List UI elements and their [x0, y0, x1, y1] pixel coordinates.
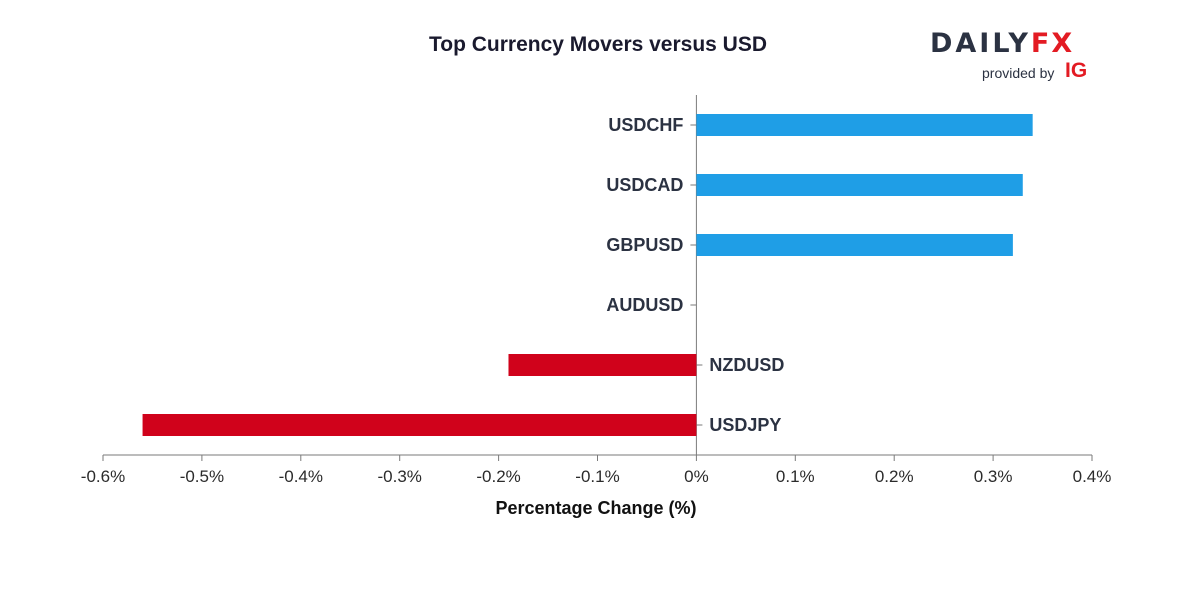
- bar-nzdusd: [508, 354, 697, 376]
- bar-usdcad: [696, 174, 1023, 196]
- x-tick-label: 0%: [684, 467, 709, 486]
- category-label-gbpusd: GBPUSD: [606, 235, 683, 255]
- chart-title: Top Currency Movers versus USD: [428, 33, 768, 56]
- logo-wordmark: DAILYFX: [930, 28, 1074, 59]
- logo-provided-by: provided by: [982, 65, 1055, 81]
- x-tick-label: 0.2%: [875, 467, 914, 486]
- x-tick-label: -0.2%: [476, 467, 520, 486]
- x-tick-label: 0.1%: [776, 467, 815, 486]
- category-label-layer: USDCHF USDCAD GBPUSD AUDUSD NZDUSD USDJPY: [606, 115, 784, 435]
- x-tick-label: 0.4%: [1073, 467, 1112, 486]
- x-tick-label: -0.5%: [180, 467, 224, 486]
- category-label-audusd: AUDUSD: [606, 295, 683, 315]
- x-tick-label: -0.6%: [81, 467, 125, 486]
- x-axis-title: Percentage Change (%): [495, 498, 696, 518]
- category-label-usdjpy: USDJPY: [709, 415, 781, 435]
- bar-usdchf: [696, 114, 1033, 136]
- logo-word-main: DAILY: [930, 28, 1031, 59]
- dailyfx-logo: DAILYFX provided by IG: [930, 28, 1090, 88]
- bar-layer: [142, 114, 1033, 436]
- x-tick-label: -0.4%: [279, 467, 323, 486]
- x-tick-label: -0.1%: [575, 467, 619, 486]
- category-label-usdcad: USDCAD: [606, 175, 683, 195]
- category-label-nzdusd: NZDUSD: [709, 355, 784, 375]
- axis-layer: [103, 95, 1092, 456]
- bar-usdjpy: [142, 414, 697, 436]
- tick-layer: -0.6% -0.5% -0.4% -0.3% -0.2% -0.1% 0% 0.1% 0.2%…: [81, 455, 1112, 486]
- logo-word-accent: FX: [1030, 28, 1075, 59]
- logo-ig: IG: [1065, 59, 1088, 82]
- bar-gbpusd: [696, 234, 1013, 256]
- category-label-usdchf: USDCHF: [608, 115, 683, 135]
- x-tick-label: -0.3%: [377, 467, 421, 486]
- x-tick-label: 0.3%: [974, 467, 1013, 486]
